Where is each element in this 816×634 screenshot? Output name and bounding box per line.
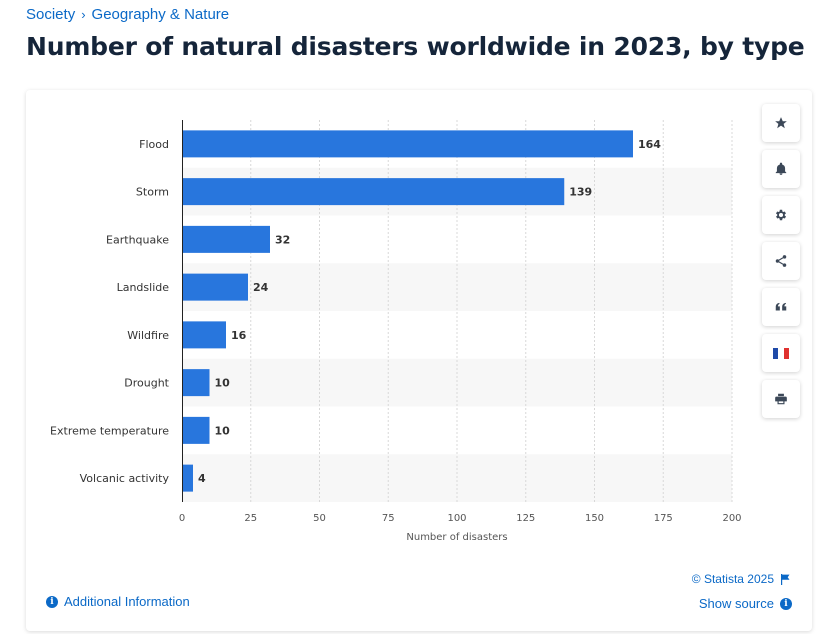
- settings-button[interactable]: [762, 196, 800, 234]
- breadcrumb-separator: ›: [81, 7, 86, 22]
- category-label: Earthquake: [106, 233, 169, 246]
- x-tick-label: 100: [447, 513, 466, 524]
- print-button[interactable]: [762, 380, 800, 418]
- notification-button[interactable]: [762, 150, 800, 188]
- page-title: Number of natural disasters worldwide in…: [26, 32, 805, 61]
- x-axis-title: Number of disasters: [406, 532, 507, 543]
- x-tick-label: 125: [516, 513, 535, 524]
- language-button[interactable]: [762, 334, 800, 372]
- bar: [183, 225, 270, 253]
- chart-toolbar: [762, 104, 800, 418]
- category-label: Flood: [139, 138, 169, 151]
- copyright-text: © Statista 2025: [691, 572, 774, 586]
- bar: [183, 273, 248, 301]
- x-tick-label: 150: [585, 513, 604, 524]
- star-icon: [775, 117, 787, 129]
- category-label: Extreme temperature: [50, 424, 169, 437]
- bar: [183, 464, 193, 492]
- flag-france-icon: [773, 347, 789, 359]
- info-icon: i: [46, 595, 58, 608]
- bar: [183, 321, 226, 349]
- additional-information-label: Additional Information: [64, 594, 190, 609]
- data-label: 10: [215, 424, 231, 437]
- category-label: Drought: [124, 377, 169, 390]
- favorite-button[interactable]: [762, 104, 800, 142]
- row-band: [182, 358, 732, 407]
- quote-icon: [775, 302, 787, 311]
- x-tick-label: 175: [654, 513, 673, 524]
- bar: [183, 369, 210, 397]
- category-label: Landslide: [117, 281, 170, 294]
- category-label: Volcanic activity: [80, 472, 170, 485]
- data-label: 24: [253, 281, 269, 294]
- flag-icon: [781, 573, 790, 585]
- x-tick-label: 50: [313, 513, 326, 524]
- x-tick-label: 0: [179, 513, 185, 524]
- copyright-link[interactable]: © Statista 2025: [692, 572, 790, 586]
- bar: [183, 416, 210, 444]
- breadcrumb-item-society[interactable]: Society: [26, 6, 76, 23]
- x-tick-label: 75: [382, 513, 395, 524]
- bar: [183, 130, 633, 158]
- data-label: 4: [198, 472, 206, 485]
- breadcrumb: Society › Geography & Nature: [26, 6, 229, 23]
- share-icon: [775, 255, 787, 267]
- x-tick-label: 25: [244, 513, 257, 524]
- bell-icon: [775, 162, 787, 175]
- share-button[interactable]: [762, 242, 800, 280]
- row-band: [182, 263, 732, 311]
- row-band: [182, 454, 732, 502]
- info-icon: i: [780, 597, 792, 610]
- data-label: 32: [275, 233, 290, 246]
- category-label: Wildfire: [127, 329, 169, 342]
- show-source-link[interactable]: Show source i: [699, 596, 792, 611]
- data-label: 16: [231, 329, 247, 342]
- category-label: Storm: [136, 186, 169, 199]
- show-source-label: Show source: [698, 596, 774, 611]
- cite-button[interactable]: [762, 288, 800, 326]
- bar: [183, 178, 565, 206]
- x-tick-label: 200: [722, 513, 741, 524]
- data-label: 10: [215, 377, 231, 390]
- gear-icon: [775, 209, 787, 221]
- data-label: 164: [638, 138, 661, 151]
- additional-information-link[interactable]: i Additional Information: [46, 594, 190, 609]
- breadcrumb-item-geography-nature[interactable]: Geography & Nature: [91, 6, 230, 23]
- print-icon: [775, 393, 787, 405]
- data-label: 139: [569, 186, 592, 199]
